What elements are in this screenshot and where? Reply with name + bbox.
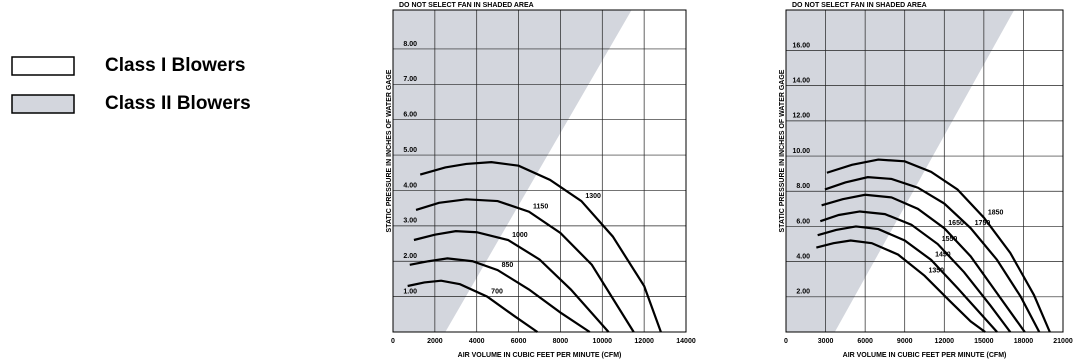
x-tick-label: 8000 <box>553 338 569 345</box>
x-tick-label: 15000 <box>974 338 994 345</box>
x-tick-label: 0 <box>391 338 395 345</box>
x-tick-label: 9000 <box>897 338 913 345</box>
curve-label: 1550 <box>942 236 958 243</box>
rpm-curve <box>816 239 986 333</box>
y-axis-title: STATIC PRESSURE IN INCHES OF WATER GAGE <box>386 69 393 232</box>
rpm-curve <box>413 230 610 333</box>
y-tick-label: 6.00 <box>796 218 810 225</box>
x-tick-label: 0 <box>784 338 788 345</box>
y-tick-label: 2.00 <box>796 289 810 296</box>
rpm-curve <box>817 225 998 333</box>
plot-frame <box>392 9 687 333</box>
curve-label: 1300 <box>585 193 601 200</box>
curve-label: 1000 <box>512 232 528 239</box>
y-tick-label: 12.00 <box>792 113 810 120</box>
rpm-curve <box>826 158 1051 333</box>
y-tick-label: 6.00 <box>403 112 417 119</box>
shaded-area <box>393 10 632 332</box>
annotation: DO NOT SELECT FAN IN SHADED AREA <box>792 2 927 9</box>
legend-label: Class I Blowers <box>105 55 245 76</box>
rpm-curve <box>407 279 539 333</box>
curve-label: 850 <box>502 262 514 269</box>
y-tick-label: 7.00 <box>403 76 417 83</box>
plot-frame <box>785 9 1064 333</box>
x-tick-label: 2000 <box>427 338 443 345</box>
rpm-curve <box>409 257 591 333</box>
x-tick-label: 12000 <box>935 338 955 345</box>
curve-label: 700 <box>491 288 503 295</box>
curve-label: 1150 <box>533 204 548 211</box>
y-tick-label: 10.00 <box>792 148 810 155</box>
y-tick-label: 8.00 <box>796 183 810 190</box>
annotation: DO NOT SELECT FAN IN SHADED AREA <box>399 2 534 9</box>
curve-label: 1450 <box>935 252 951 259</box>
x-tick-label: 10000 <box>593 338 613 345</box>
legend-swatch <box>11 56 75 76</box>
curve-label: 1750 <box>975 220 991 227</box>
legend-swatch <box>11 94 75 114</box>
x-tick-label: 18000 <box>1014 338 1034 345</box>
y-tick-label: 16.00 <box>792 42 810 49</box>
x-tick-label: 14000 <box>676 338 696 345</box>
rpm-curve <box>419 161 662 333</box>
y-axis-title: STATIC PRESSURE IN INCHES OF WATER GAGE <box>779 69 786 232</box>
x-axis-title: AIR VOLUME IN CUBIC FEET PER MINUTE (CFM… <box>843 352 1007 359</box>
x-tick-label: 6000 <box>857 338 873 345</box>
curve-label: 1650 <box>948 220 964 227</box>
y-tick-label: 1.00 <box>403 288 417 295</box>
x-tick-label: 12000 <box>634 338 654 345</box>
shaded-area <box>786 10 1015 332</box>
y-tick-label: 8.00 <box>403 41 417 48</box>
legend-label: Class II Blowers <box>105 93 251 114</box>
x-tick-label: 3000 <box>818 338 834 345</box>
rpm-curve <box>824 176 1041 333</box>
rpm-curve <box>819 210 1012 333</box>
x-axis-title: AIR VOLUME IN CUBIC FEET PER MINUTE (CFM… <box>458 352 622 359</box>
x-tick-label: 4000 <box>469 338 485 345</box>
y-tick-label: 14.00 <box>792 78 810 85</box>
curve-label: 1850 <box>988 209 1004 216</box>
y-tick-label: 2.00 <box>403 253 417 260</box>
y-tick-label: 5.00 <box>403 147 417 154</box>
rpm-curve <box>415 198 635 333</box>
y-tick-label: 4.00 <box>796 253 810 260</box>
rpm-curve <box>821 193 1026 333</box>
x-tick-label: 6000 <box>511 338 527 345</box>
y-tick-label: 4.00 <box>403 182 417 189</box>
curve-label: 1350 <box>929 268 945 275</box>
x-tick-label: 21000 <box>1053 338 1073 345</box>
y-tick-label: 3.00 <box>403 218 417 225</box>
